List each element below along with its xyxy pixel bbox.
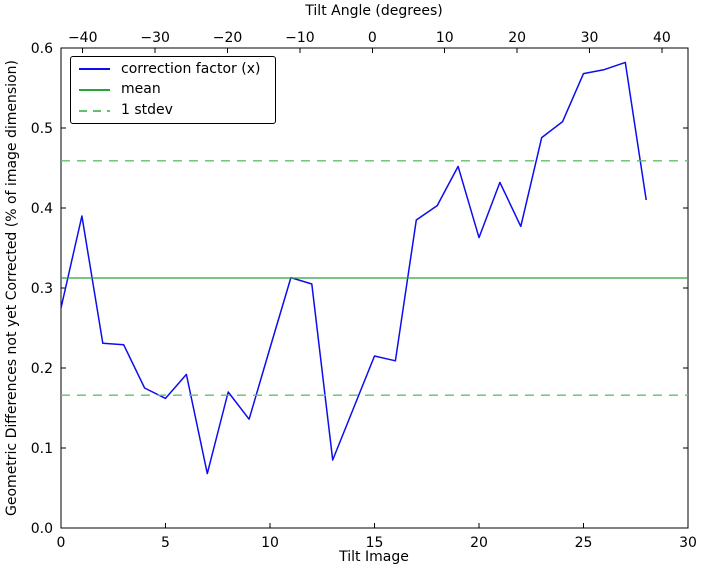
top-tick-label: −10 [285, 30, 315, 46]
y-tick-label: 0.4 [31, 201, 53, 217]
legend-item-stdev: 1 stdev [71, 101, 275, 118]
legend-swatch-correction-factor-line [79, 68, 110, 71]
x-tick-label: 25 [575, 535, 593, 551]
top-tick-label: −20 [213, 30, 243, 46]
top-tick-label: 20 [508, 30, 526, 46]
top-tick-label: 40 [653, 30, 671, 46]
x-tick-label: 10 [261, 535, 279, 551]
legend-swatch-mean-line [79, 88, 110, 91]
legend-label: mean [121, 81, 161, 98]
legend-item-mean: mean [71, 81, 275, 98]
y-tick-label: 0.5 [31, 121, 53, 137]
top-tick-label: −40 [68, 30, 98, 46]
correction-factor-line [60, 61, 647, 475]
y-tick-label: 0.6 [31, 41, 53, 57]
x-tick-label: 20 [470, 535, 488, 551]
legend-item-correction-factor: correction factor (x) [71, 60, 275, 77]
y-tick-label: 0.1 [31, 441, 53, 457]
legend-label: correction factor (x) [121, 60, 261, 77]
top-axis-label: Tilt Angle (degrees) [305, 3, 443, 19]
y-tick-label: 0.2 [31, 361, 53, 377]
top-tick-label: −30 [140, 30, 170, 46]
legend: correction factor (x) mean 1 stdev [70, 56, 276, 124]
top-tick-label: 0 [368, 30, 377, 46]
x-axis-label: Tilt Image [339, 549, 409, 565]
top-tick-label: 30 [581, 30, 599, 46]
top-tick-label: 10 [436, 30, 454, 46]
x-tick-label: 5 [161, 535, 170, 551]
x-tick-label: 15 [366, 535, 384, 551]
legend-swatch-stdev-line [79, 109, 110, 112]
x-tick-label: 30 [679, 535, 697, 551]
x-tick-label: 0 [57, 535, 66, 551]
y-tick-label: 0.0 [31, 521, 53, 537]
y-axis-label: Geometric Differences not yet Corrected … [4, 60, 20, 516]
legend-label: 1 stdev [121, 101, 173, 118]
y-tick-label: 0.3 [31, 281, 53, 297]
